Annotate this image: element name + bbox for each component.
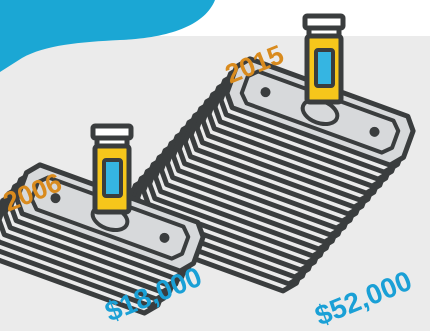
header-arc: [0, 0, 215, 72]
cost-amount-label: $52,000: [311, 265, 416, 331]
pill-bottle-icon: [302, 13, 346, 105]
money-bill-icon: [14, 162, 206, 274]
pill-bottle-icon: [90, 123, 134, 215]
money-bill-icon: [224, 56, 416, 168]
